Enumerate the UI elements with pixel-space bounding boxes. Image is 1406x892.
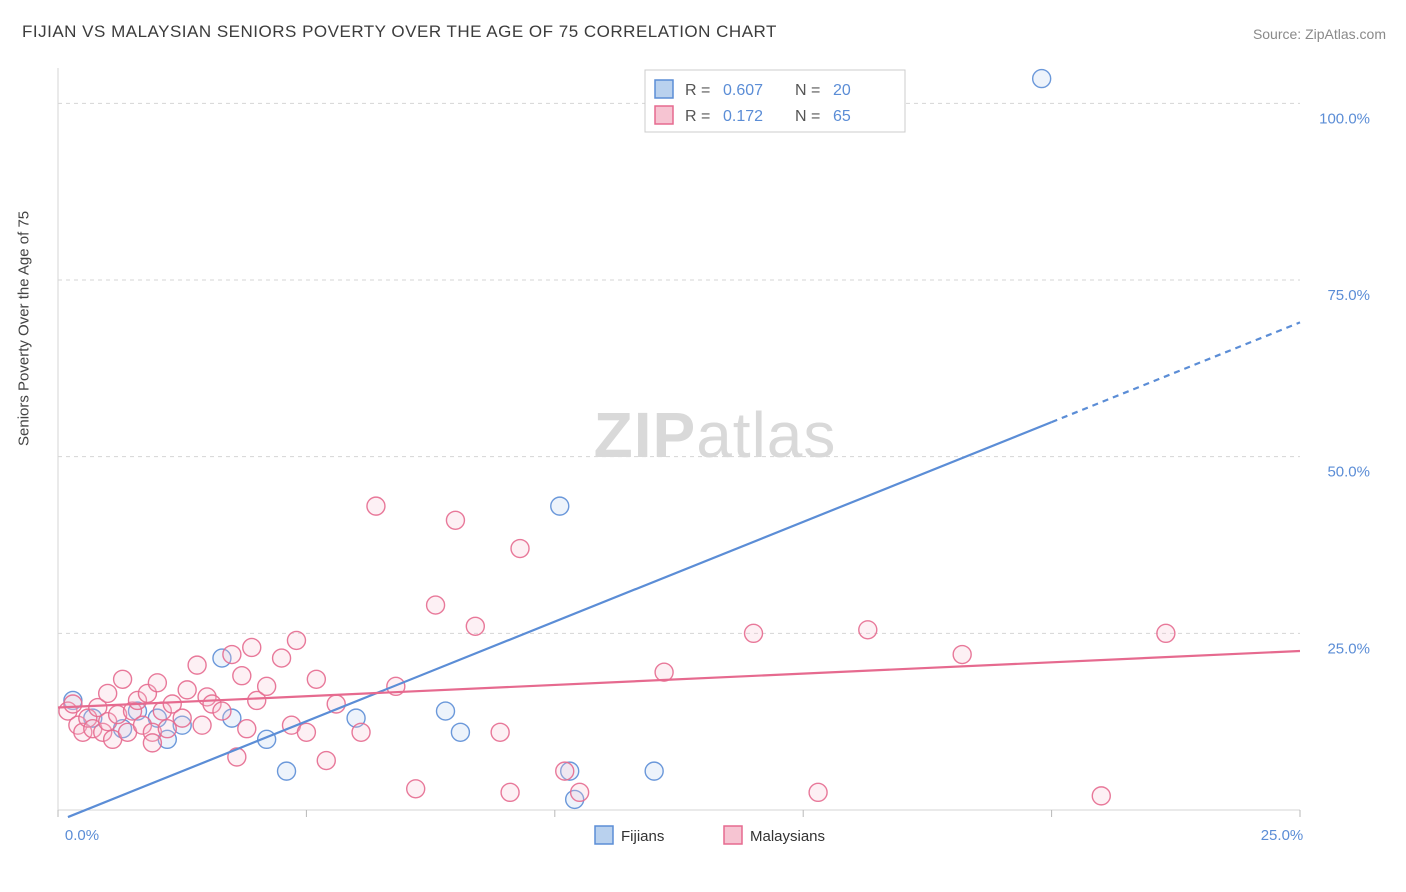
scatter-point (99, 684, 117, 702)
scatter-point (809, 783, 827, 801)
stats-r-label: R = (685, 108, 710, 125)
svg-text:ZIPatlas: ZIPatlas (594, 399, 837, 471)
scatter-point (233, 667, 251, 685)
scatter-point (556, 762, 574, 780)
scatter-point (258, 677, 276, 695)
y-tick-label: 50.0% (1327, 464, 1370, 481)
scatter-point (367, 497, 385, 515)
scatter-point (407, 780, 425, 798)
scatter-point (178, 681, 196, 699)
scatter-point (745, 624, 763, 642)
stats-n-label: N = (795, 82, 820, 99)
scatter-point (273, 649, 291, 667)
stats-r-value: 0.172 (723, 108, 763, 125)
scatter-point (287, 631, 305, 649)
legend-label: Fijians (621, 828, 664, 845)
source-attribution: Source: ZipAtlas.com (1253, 26, 1386, 42)
x-axis: 0.0% 25.0% (58, 810, 1303, 844)
y-tick-labels: 25.0% 50.0% 75.0% 100.0% (1319, 110, 1370, 657)
scatter-point (148, 674, 166, 692)
y-axis-label: Seniors Poverty Over the Age of 75 (16, 211, 33, 446)
stats-n-label: N = (795, 108, 820, 125)
regression-line-dashed (1052, 322, 1300, 422)
stats-box (645, 70, 905, 132)
scatter-point (64, 695, 82, 713)
stats-r-value: 0.607 (723, 82, 763, 99)
scatter-point (859, 621, 877, 639)
scatter-point (427, 596, 445, 614)
scatter-point (223, 646, 241, 664)
scatter-point (278, 762, 296, 780)
chart-title: FIJIAN VS MALAYSIAN SENIORS POVERTY OVER… (22, 22, 777, 42)
stats-n-value: 20 (833, 82, 851, 99)
x-tick-label: 25.0% (1261, 827, 1304, 844)
stats-swatch (655, 80, 673, 98)
scatter-point (243, 638, 261, 656)
stats-legend-box: R = 0.607 N = 20 R = 0.172 N = 65 (645, 70, 905, 132)
stats-swatch (655, 106, 673, 124)
chart-svg: ZIPatlas R = 0.607 N = 20 R = 0.172 N = 65 25.0… (50, 62, 1380, 852)
scatter-point (297, 723, 315, 741)
scatter-point (317, 752, 335, 770)
plot-area: ZIPatlas R = 0.607 N = 20 R = 0.172 N = 65 25.0… (50, 62, 1380, 852)
scatter-point (953, 646, 971, 664)
scatter-point (173, 709, 191, 727)
bottom-legend: Fijians Malaysians (595, 826, 825, 845)
scatter-point (1092, 787, 1110, 805)
scatter-point (501, 783, 519, 801)
scatter-point (213, 702, 231, 720)
x-tick-label: 0.0% (65, 827, 99, 844)
scatter-point (511, 540, 529, 558)
scatter-point (491, 723, 509, 741)
scatter-point (188, 656, 206, 674)
scatter-point (466, 617, 484, 635)
watermark: ZIPatlas (594, 399, 837, 471)
scatter-point (352, 723, 370, 741)
y-tick-label: 25.0% (1327, 640, 1370, 657)
scatter-point (437, 702, 455, 720)
scatter-point (446, 511, 464, 529)
scatter-point (193, 716, 211, 734)
scatter-point (1157, 624, 1175, 642)
scatter-point (307, 670, 325, 688)
scatter-point (645, 762, 663, 780)
stats-r-label: R = (685, 82, 710, 99)
scatter-point (114, 670, 132, 688)
scatter-point (238, 720, 256, 738)
regression-lines (58, 322, 1300, 817)
regression-line (68, 422, 1052, 817)
y-tick-label: 75.0% (1327, 287, 1370, 304)
scatter-point (451, 723, 469, 741)
legend-swatch (724, 826, 742, 844)
legend-label: Malaysians (750, 828, 825, 845)
scatter-point (571, 783, 589, 801)
stats-n-value: 65 (833, 108, 851, 125)
scatter-point (655, 663, 673, 681)
scatter-point (143, 734, 161, 752)
scatter-point (1033, 70, 1051, 88)
scatter-point (551, 497, 569, 515)
y-tick-label: 100.0% (1319, 110, 1370, 127)
legend-swatch (595, 826, 613, 844)
